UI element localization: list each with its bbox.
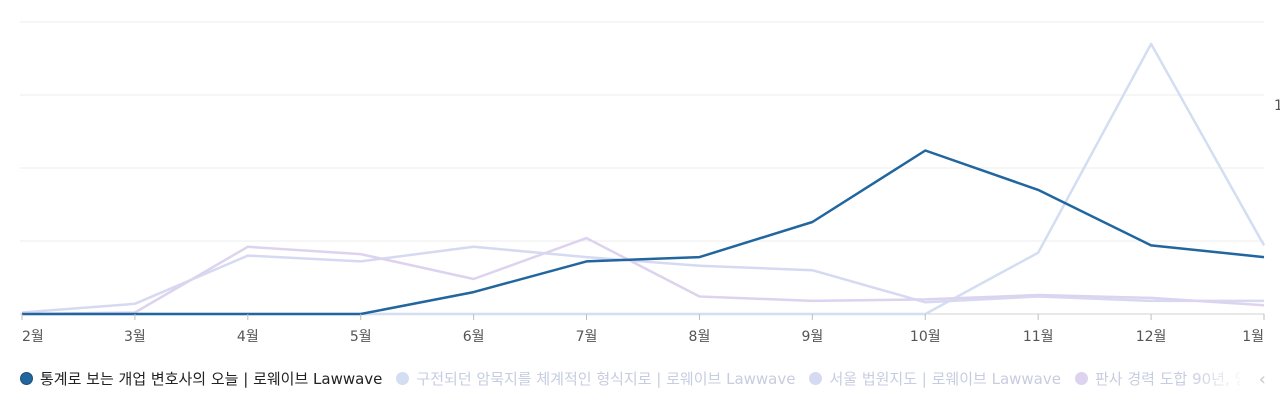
legend-label: 서울 법원지도 | 로웨이브 Lawwave	[829, 370, 1061, 388]
x-tick-label: 7월	[576, 329, 598, 345]
legend-label: 구전되던 암묵지를 체계적인 형식지로 | 로웨이브 Lawwave	[416, 370, 796, 388]
x-tick-label: 10월	[910, 329, 941, 345]
series-line-1[interactable]	[22, 149, 1265, 316]
x-tick-label: 9월	[801, 329, 823, 345]
x-tick-label: 1월	[1242, 329, 1264, 345]
x-tick-label: 5월	[350, 329, 372, 345]
legend-item-1[interactable]: 통계로 보는 개업 변호사의 오늘 | 로웨이브 Lawwave	[20, 368, 382, 389]
legend-dot-icon	[1074, 372, 1088, 385]
x-tick-label: 2월	[22, 329, 44, 345]
x-tick-label: 4월	[237, 329, 259, 345]
x-tick-label: 3월	[124, 329, 146, 345]
legend-dot-icon	[809, 372, 823, 385]
x-tick-label: 12월	[1136, 329, 1167, 345]
series-line-4[interactable]	[21, 236, 1265, 316]
legend-item-3[interactable]: 서울 법원지도 | 로웨이브 Lawwave	[809, 368, 1061, 389]
x-axis: 2월 3월 4월 5월 6월 7월 8월 9월 10월 11월 12월 1월	[21, 314, 1265, 345]
legend-dot-icon	[20, 372, 33, 385]
legend-dot-icon	[396, 372, 410, 385]
legend-prev-icon[interactable]: ‹	[1258, 369, 1266, 390]
legend-label: 통계로 보는 개업 변호사의 오늘 | 로웨이브 Lawwave	[40, 370, 383, 388]
y-tick-label: 1	[1274, 98, 1280, 114]
series-line-3[interactable]	[21, 245, 1264, 314]
legend-item-2[interactable]: 구전되던 암묵지를 체계적인 형식지로 | 로웨이브 Lawwave	[396, 368, 795, 389]
series-lines	[21, 42, 1266, 316]
legend-fade	[1190, 366, 1250, 396]
chart-legend: 통계로 보는 개업 변호사의 오늘 | 로웨이브 Lawwave 구전되던 암묵지…	[20, 368, 1240, 396]
x-tick-label: 8월	[689, 329, 711, 345]
x-tick-label: 11월	[1023, 329, 1054, 345]
y-axis: 1	[1274, 98, 1280, 114]
line-chart: 2월 3월 4월 5월 6월 7월 8월 9월 10월 11월 12월 1월 1	[20, 21, 1280, 345]
x-tick-label: 6월	[463, 329, 485, 345]
